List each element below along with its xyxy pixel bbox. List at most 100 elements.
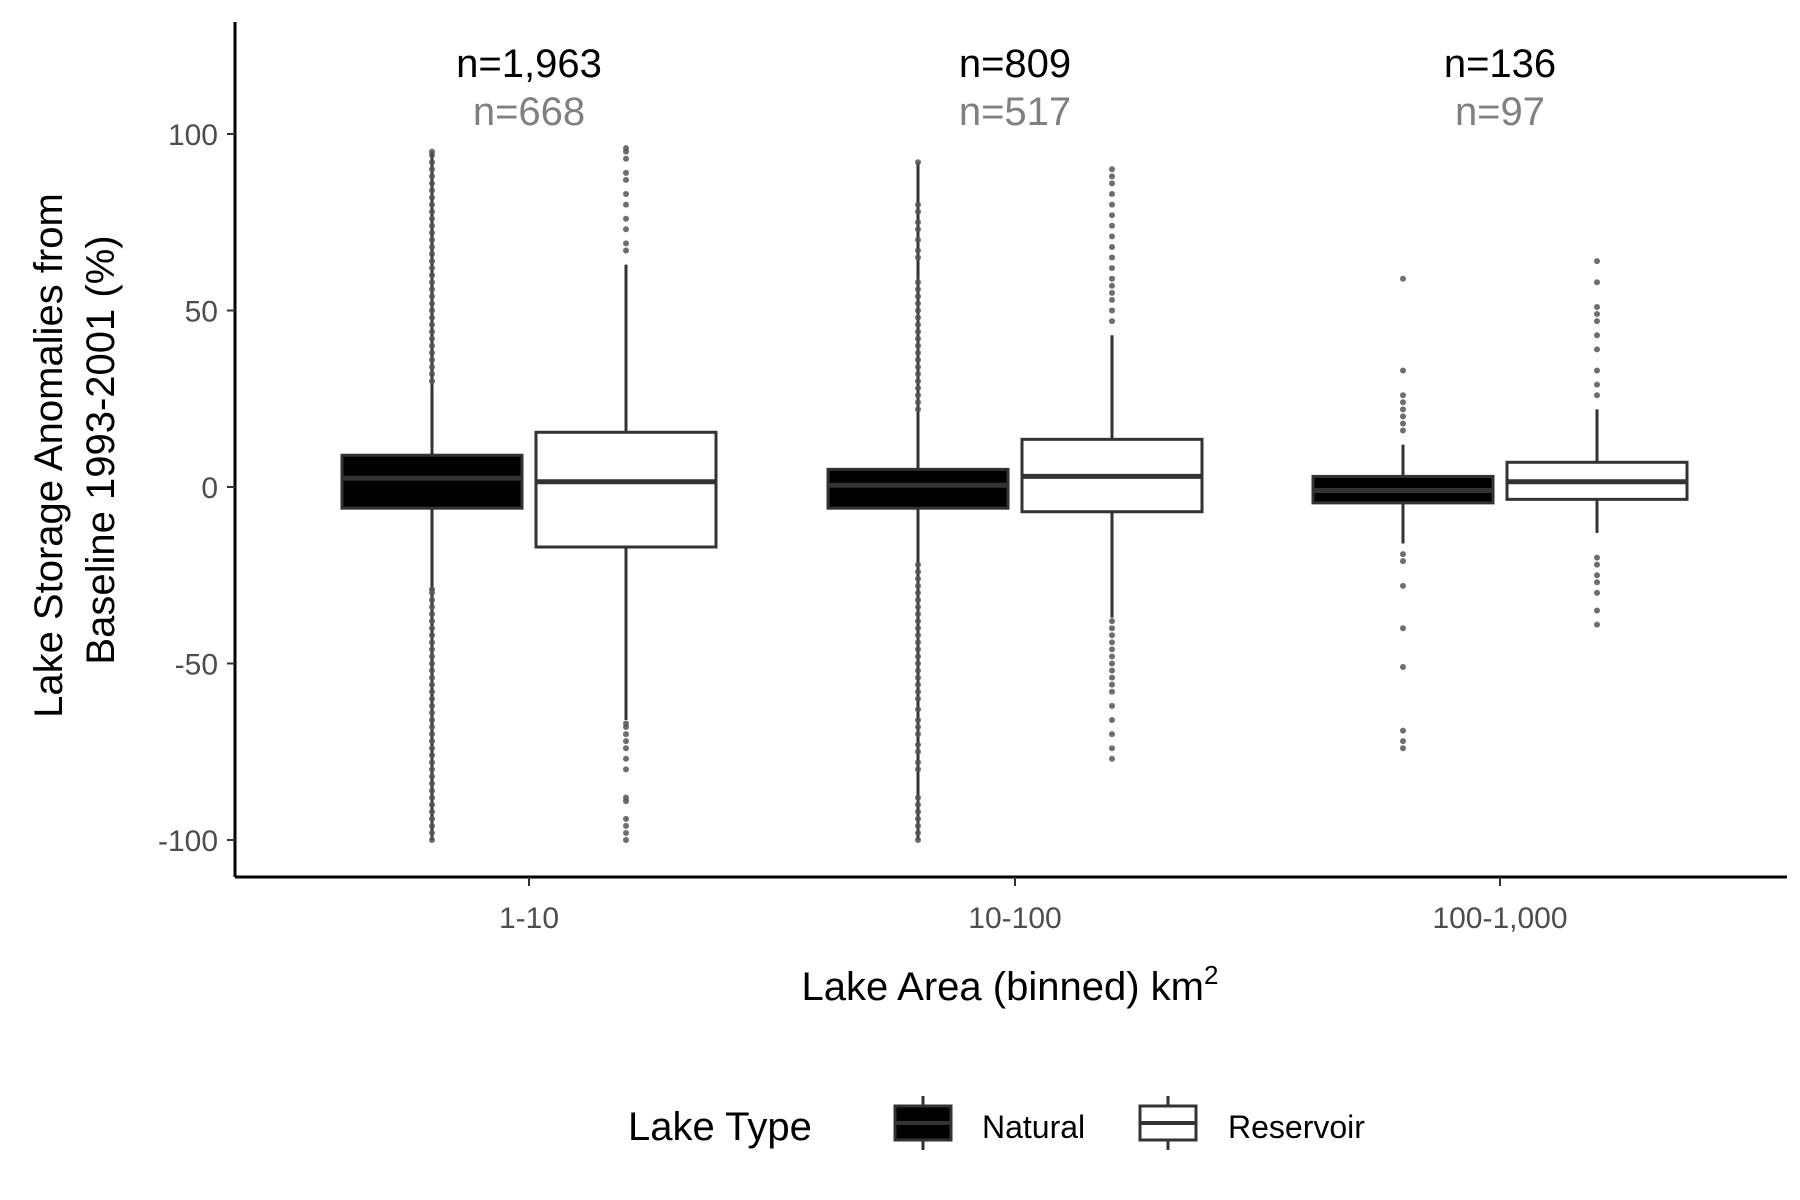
- box-natural-0: [340, 148, 524, 843]
- outlier-point: [915, 363, 921, 370]
- outlier-point: [623, 176, 629, 183]
- outlier-point: [915, 688, 921, 695]
- outlier-point: [1594, 318, 1600, 325]
- outlier-point: [1109, 173, 1115, 180]
- outlier-point: [623, 731, 629, 738]
- legend-title: Lake Type: [628, 1105, 812, 1149]
- outlier-point: [429, 801, 435, 808]
- outlier-point: [1109, 296, 1115, 303]
- outlier-point: [429, 307, 435, 314]
- outlier-point: [915, 307, 921, 314]
- outlier-point: [623, 837, 629, 843]
- outlier-point: [429, 363, 435, 370]
- outlier-point: [1109, 275, 1115, 282]
- outlier-point: [915, 589, 921, 596]
- outlier-point: [1109, 233, 1115, 240]
- outlier-point: [915, 219, 921, 226]
- outlier-point: [915, 300, 921, 307]
- outlier-point: [915, 321, 921, 328]
- outlier-point: [429, 822, 435, 829]
- outlier-point: [915, 695, 921, 702]
- outlier-point: [623, 738, 629, 745]
- outlier-point: [1594, 572, 1600, 579]
- outlier-point: [915, 748, 921, 755]
- outlier-point: [623, 815, 629, 822]
- outlier-point: [1594, 367, 1600, 374]
- outlier-point: [429, 815, 435, 822]
- box-reservoir-0: [534, 145, 718, 843]
- outlier-point: [623, 191, 629, 198]
- outlier-point: [429, 653, 435, 660]
- outlier-point: [1400, 738, 1406, 745]
- outlier-point: [429, 808, 435, 815]
- outlier-point: [915, 653, 921, 660]
- iqr-box: [534, 430, 718, 549]
- outlier-point: [915, 159, 921, 166]
- outlier-point: [1400, 367, 1406, 374]
- outlier-point: [915, 575, 921, 582]
- outlier-point: [1109, 755, 1115, 762]
- y-tick-label: 0: [201, 472, 218, 505]
- outlier-point: [915, 822, 921, 829]
- outlier-point: [429, 632, 435, 639]
- outlier-point: [1594, 621, 1600, 628]
- outlier-point: [915, 681, 921, 688]
- outlier-point: [429, 837, 435, 843]
- outlier-point: [1594, 258, 1600, 265]
- outlier-point: [623, 794, 629, 801]
- outlier-point: [1109, 653, 1115, 660]
- outlier-point: [429, 829, 435, 836]
- outlier-point: [429, 724, 435, 731]
- outlier-point: [1109, 716, 1115, 723]
- outlier-point: [1109, 660, 1115, 667]
- outlier-point: [1594, 279, 1600, 286]
- outlier-point: [623, 226, 629, 233]
- outlier-point: [915, 801, 921, 808]
- outlier-point: [915, 741, 921, 748]
- outlier-point: [623, 240, 629, 247]
- outlier-point: [1594, 381, 1600, 388]
- outlier-point: [429, 618, 435, 625]
- outlier-point: [1109, 639, 1115, 646]
- outlier-point: [915, 639, 921, 646]
- outlier-point: [429, 342, 435, 349]
- box-reservoir-2: [1505, 258, 1689, 628]
- outlier-point: [429, 759, 435, 766]
- outlier-point: [429, 604, 435, 611]
- outlier-point: [429, 646, 435, 653]
- outlier-point: [429, 229, 435, 236]
- outlier-point: [915, 385, 921, 392]
- outlier-point: [1400, 413, 1406, 420]
- outlier-point: [915, 226, 921, 233]
- outlier-point: [429, 335, 435, 342]
- outlier-point: [1400, 427, 1406, 434]
- outlier-point: [1594, 392, 1600, 399]
- count-label-natural: n=136: [1444, 42, 1556, 86]
- outlier-point: [915, 356, 921, 363]
- outlier-point: [429, 187, 435, 194]
- box-natural-1: [826, 159, 1010, 843]
- outlier-point: [1109, 674, 1115, 681]
- outlier-point: [1400, 399, 1406, 406]
- outlier-point: [1109, 646, 1115, 653]
- outlier-point: [429, 321, 435, 328]
- outlier-point: [1594, 579, 1600, 586]
- outlier-point: [915, 286, 921, 293]
- outlier-point: [1400, 582, 1406, 589]
- outlier-point: [1109, 265, 1115, 272]
- outlier-point: [915, 829, 921, 836]
- outlier-point: [915, 716, 921, 723]
- outlier-point: [623, 720, 629, 727]
- outlier-point: [1109, 731, 1115, 738]
- outlier-point: [915, 632, 921, 639]
- outlier-point: [1109, 166, 1115, 173]
- outlier-point: [429, 201, 435, 208]
- outlier-point: [915, 201, 921, 208]
- outlier-point: [623, 215, 629, 222]
- outlier-point: [915, 766, 921, 773]
- outlier-point: [1400, 392, 1406, 399]
- legend-key-natural: [893, 1096, 953, 1150]
- outlier-point: [1109, 201, 1115, 208]
